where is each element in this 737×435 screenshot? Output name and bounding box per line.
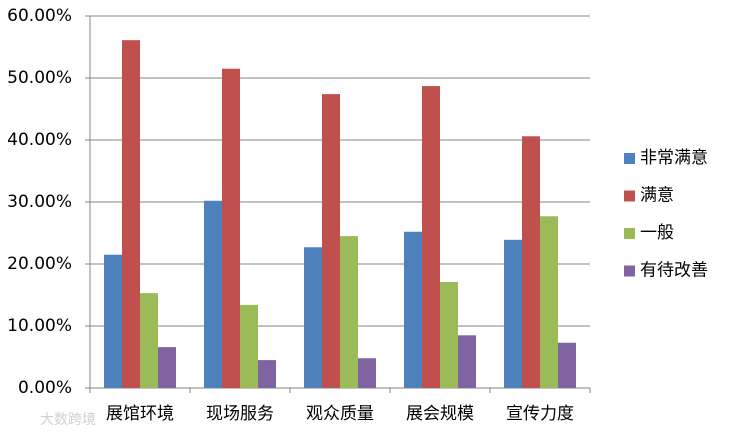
y-tick-label: 60.00% [7,6,72,26]
legend-swatch [624,228,635,239]
bar [304,247,322,388]
bar [140,293,158,388]
bar [222,68,240,388]
y-tick-label: 10.00% [7,316,72,336]
watermark: 大数跨境 [40,412,96,428]
bar [540,216,558,388]
bar [258,360,276,388]
x-tick-label: 展会规模 [406,404,474,424]
bar [558,342,576,388]
bar [458,335,476,388]
bar [358,358,376,388]
bar [504,239,522,388]
bar [322,94,340,389]
legend-label: 有待改善 [640,261,708,281]
y-tick-label: 20.00% [7,254,72,274]
y-tick-label: 50.00% [7,68,72,88]
bar [404,231,422,388]
x-tick-label: 观众质量 [306,404,374,424]
bar [422,86,440,388]
legend-label: 满意 [640,186,674,206]
bar [340,236,358,388]
bar [240,304,258,388]
x-tick-label: 展馆环境 [106,404,174,424]
bar [440,281,458,388]
bar [158,347,176,388]
bar [122,40,140,389]
bar [522,136,540,388]
y-tick-label: 0.00% [18,378,72,398]
y-tick-label: 30.00% [7,192,72,212]
legend-swatch [624,153,635,164]
x-tick-label: 现场服务 [206,404,274,424]
legend-label: 非常满意 [640,148,708,168]
legend-swatch [624,265,635,277]
legend-swatch [624,190,635,202]
bar [204,200,222,388]
legend-label: 一般 [640,223,674,243]
x-tick-label: 宣传力度 [506,404,574,424]
y-tick-label: 40.00% [7,130,72,150]
bar [104,254,122,388]
